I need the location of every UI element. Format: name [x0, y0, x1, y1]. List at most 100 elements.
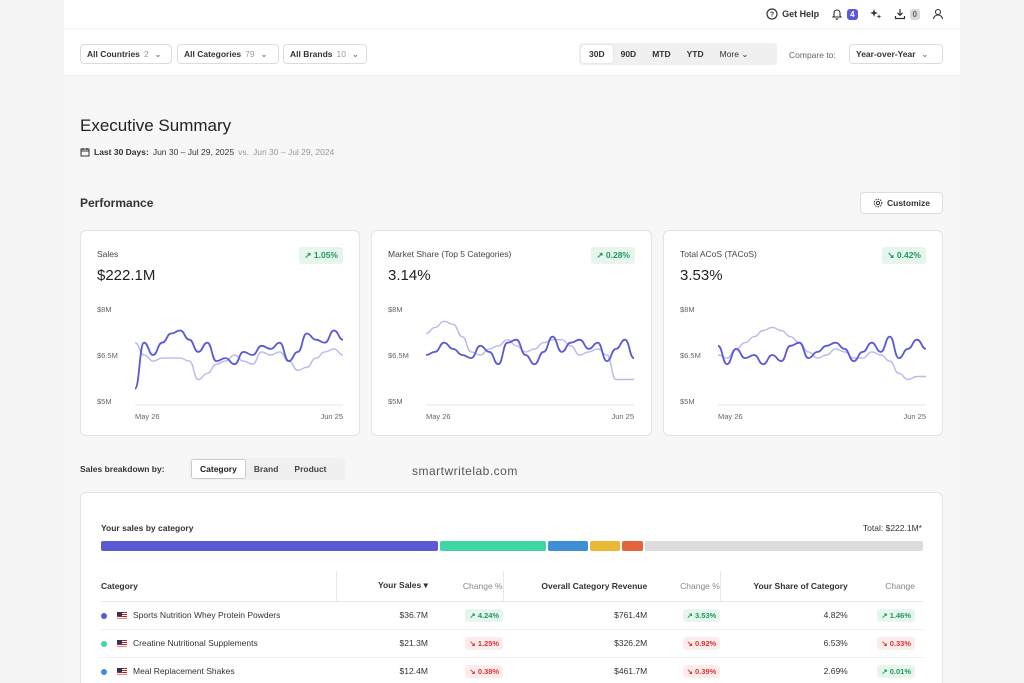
category-color-dot	[101, 612, 107, 619]
period-30d[interactable]: 30D	[581, 45, 613, 63]
kpi-card-sales[interactable]: Sales $222.1M ↗ 1.05% $8M $6.5M $5M May 26 J…	[80, 230, 360, 436]
brands-dropdown[interactable]: All Brands 10 ⌄	[283, 44, 367, 64]
date-range-label: Last 30 Days:	[94, 147, 149, 157]
countries-label: All Countries	[87, 49, 140, 59]
breakdown-label: Sales breakdown by:	[80, 464, 165, 474]
share-cell: 6.53%	[720, 629, 848, 658]
col-your-sales[interactable]: Your Sales ▾	[335, 571, 428, 602]
y-tick-label: $6.5M	[97, 351, 118, 360]
sales-change-cell: ↗ 4.24%	[427, 601, 504, 630]
change-value: 0.01%	[889, 666, 911, 676]
category-sales-card: Your sales by category Total: $222.1M* C…	[80, 492, 943, 683]
period-more[interactable]: More ⌄	[712, 45, 757, 64]
change-value: 4.24%	[477, 610, 500, 620]
category-share-segment[interactable]	[590, 541, 621, 551]
date-range-compare: Jun 30 – Jul 29, 2024	[252, 147, 335, 157]
y-tick-label: $8M	[388, 305, 403, 314]
arrow-down-icon: ↘	[881, 638, 888, 648]
kpi-name: Market Share (Top 5 Categories)	[388, 249, 512, 259]
tab-category[interactable]: Category	[191, 459, 246, 479]
sparkle-icon	[869, 9, 882, 19]
arrow-down-icon: ↘	[887, 250, 895, 260]
revenue-change-cell: ↗ 3.53%	[647, 601, 721, 630]
category-share-segment[interactable]	[622, 541, 644, 551]
us-flag-icon	[117, 640, 127, 648]
tab-product[interactable]: Product	[294, 464, 327, 474]
category-cell: Creatine Nutritional Supplements	[101, 629, 336, 658]
kpi-name: Total ACoS (TACoS)	[680, 249, 757, 259]
category-share-segment[interactable]	[547, 541, 589, 551]
category-table: Category Your Sales ▾ Change % Overall C…	[101, 571, 923, 683]
period-ytd[interactable]: YTD	[686, 49, 704, 59]
series-line	[134, 342, 344, 381]
sales-change-cell: ↘ 1.25%	[427, 629, 504, 658]
sales-line-chart: $8M $6.5M $5M May 26 Jun 25	[97, 305, 344, 421]
series-line	[717, 326, 926, 381]
breakdown-tabs: Category Brand Product	[189, 458, 345, 480]
kpi-card-market-share[interactable]: Market Share (Top 5 Categories) 3.14% ↗ …	[371, 230, 652, 436]
kpi-card-tacos[interactable]: Total ACoS (TACoS) 3.53% ↘ 0.42% $8M $6.5…	[663, 230, 943, 436]
chevron-down-icon: ⌄	[921, 49, 929, 59]
chevron-down-icon: ⌄	[741, 48, 749, 59]
col-share: Your Share of Category	[719, 571, 848, 602]
category-revenue-cell: $326.2M	[503, 629, 648, 658]
tab-brand[interactable]: Brand	[253, 464, 279, 474]
table-row[interactable]: Creatine Nutritional Supplements $21.3M …	[101, 629, 923, 658]
change-pill: ↘ 0.38%	[465, 664, 504, 678]
category-share-segment[interactable]	[101, 541, 438, 551]
change-pill: ↘ 0.39%	[682, 664, 721, 678]
col-sales-change: Change %	[427, 571, 504, 602]
arrow-up-icon: ↗	[881, 610, 888, 620]
share-change-cell: ↗ 0.01%	[847, 657, 923, 683]
category-share-segment[interactable]	[439, 541, 546, 551]
category-color-dot	[101, 668, 107, 675]
countries-dropdown[interactable]: All Countries 2 ⌄	[80, 44, 172, 64]
get-help-button[interactable]: ? Get Help	[766, 8, 819, 20]
change-value: 0.38%	[477, 666, 500, 676]
compare-to-dropdown[interactable]: Year-over-Year ⌄	[849, 44, 943, 64]
change-value: 1.25%	[477, 638, 500, 648]
top-bar: ? Get Help 4 0	[64, 0, 960, 28]
notifications-button[interactable]: 4	[831, 8, 858, 20]
share-change-cell: ↗ 1.46%	[847, 601, 923, 630]
category-name: Sports Nutrition Whey Protein Powders	[133, 610, 281, 620]
downloads-button[interactable]: 0	[894, 8, 920, 20]
kpi-change-value: 0.28%	[605, 250, 630, 260]
period-mtd[interactable]: MTD	[652, 49, 671, 59]
share-cell: 2.69%	[720, 657, 848, 683]
x-tick-label: May 26	[426, 412, 451, 421]
account-button[interactable]	[932, 8, 944, 20]
customize-button[interactable]: Customize	[860, 192, 943, 214]
chevron-down-icon: ⌄	[260, 49, 268, 59]
help-icon: ?	[766, 8, 778, 20]
change-pill: ↗ 1.46%	[877, 608, 915, 622]
table-row[interactable]: Meal Replacement Shakes $12.4M ↘ 0.38% $…	[101, 657, 923, 683]
kpi-value: 3.14%	[388, 267, 431, 284]
countries-count: 2	[143, 49, 149, 59]
performance-heading: Performance	[80, 196, 154, 210]
categories-dropdown[interactable]: All Categories 79 ⌄	[177, 44, 279, 64]
your-sales-cell: $36.7M	[336, 601, 428, 630]
series-line	[425, 320, 634, 381]
col-category-revenue: Overall Category Revenue	[502, 571, 648, 602]
chevron-down-icon: ⌄	[351, 49, 359, 59]
sparkle-button[interactable]	[869, 8, 882, 20]
customize-label: Customize	[887, 198, 930, 208]
bell-icon	[831, 9, 843, 20]
gear-icon	[873, 198, 883, 208]
revenue-change-cell: ↘ 0.39%	[647, 657, 721, 683]
col-revenue-change: Change %	[647, 571, 721, 602]
x-tick-label: Jun 25	[611, 412, 634, 421]
market-share-line-chart: $8M $6.5M $5M May 26 Jun 25	[388, 305, 635, 421]
brands-label: All Brands	[290, 49, 333, 59]
table-row[interactable]: Sports Nutrition Whey Protein Powders $3…	[101, 601, 923, 630]
period-90d[interactable]: 90D	[620, 49, 637, 59]
category-share-segment[interactable]	[645, 541, 923, 551]
compare-to-value: Year-over-Year	[856, 49, 916, 59]
date-range: Last 30 Days: Jun 30 – Jul 29, 2025 vs. …	[80, 147, 334, 157]
col-your-sales-label: Your Sales	[377, 580, 422, 591]
change-pill: ↘ 0.33%	[877, 636, 915, 650]
change-value: 0.33%	[889, 638, 911, 648]
brands-count: 10	[336, 49, 346, 59]
x-tick-label: May 26	[135, 412, 160, 421]
